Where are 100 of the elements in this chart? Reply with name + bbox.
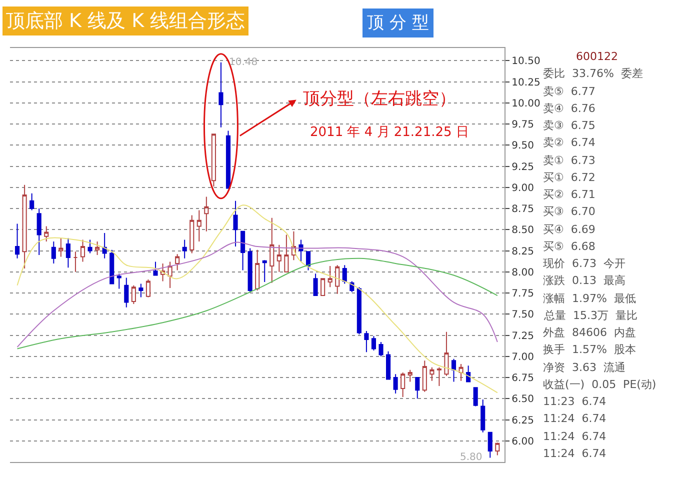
text: 卖① 6.73 [543,154,596,167]
candlestick [218,62,224,128]
annotation: 10.48 [229,57,258,68]
candlestick [116,273,122,290]
text: 11:24 6.74 [543,447,606,460]
annotation: 5.80 [460,452,482,463]
candlestick [66,238,70,268]
candlestick [364,330,369,353]
y-tick-label: 8.75 [512,204,534,216]
text: 买② 6.71 [543,188,596,201]
candlestick [36,208,42,256]
y-tick-label: 10.25 [512,77,540,88]
candlestick [378,342,384,357]
candlestick [451,358,456,382]
candlestick [51,240,56,264]
candlestick [284,234,289,272]
candlestick [168,261,172,288]
candlestick [393,374,398,394]
candlestick [182,239,187,259]
candlestick [14,223,20,259]
y-tick-label: 7.25 [512,330,534,342]
y-tick-label: 7.00 [512,352,534,363]
text: 涨跌 0.13 最高 [543,274,626,287]
candlestick [240,230,246,271]
y-tick-label: 10.50 [512,56,540,68]
text: 净资 3.63 流通 [543,361,626,374]
candlestick [204,196,209,232]
candlestick [110,249,114,284]
candlestick [444,331,449,376]
candlestick [196,210,202,242]
y-tick-label: 8.50 [512,225,534,236]
y-tick-label: 6.00 [512,436,534,448]
candlestick [138,283,144,298]
candlestick [422,360,427,392]
candlestick [88,239,92,254]
candlestick [371,336,376,351]
candlestick [248,248,252,293]
text: 11:24 6.74 [543,430,606,443]
line-series [16,204,498,394]
candlestick [306,251,311,271]
text: 委比 33.76% 委差 [543,67,643,80]
candlestick [415,377,420,400]
text: 卖② 6.74 [543,136,596,149]
y-tick-label: 8.00 [512,267,534,278]
text: 600122 [576,50,618,63]
candlestick [44,226,49,242]
y-tick-label: 6.25 [512,415,534,426]
y-tick-label: 7.50 [512,310,534,321]
candlestick [320,278,326,296]
text: 买③ 6.70 [543,205,596,218]
candlestick [233,200,238,248]
candlestick [400,372,406,398]
y-tick-label: 9.50 [512,140,534,152]
text: 外盘 84606 内盘 [543,326,636,339]
y-tick-label: 9.25 [512,162,534,173]
candlestick [488,432,492,458]
candlestick [495,442,500,456]
y-tick-label: 6.50 [512,394,534,406]
candlestick [175,254,180,271]
y-tick-label: 10.00 [512,98,540,110]
candlestick [211,134,216,188]
candlestick [386,350,391,380]
candlestick [458,363,464,382]
text: 总量 15.3万 量比 [543,309,638,322]
text: 卖⑤ 6.77 [543,85,596,98]
text: 收益(一) 0.05 PE(动) [543,378,656,391]
y-tick-label: 9.75 [512,120,534,131]
text: 买④ 6.69 [543,223,596,236]
y-tick-label: 8.25 [512,246,534,258]
text: 买⑤ 6.68 [543,240,596,253]
candlestick [80,239,86,262]
candlestick [313,273,318,296]
text: 现价 6.73 今开 [543,257,626,270]
candlestick [436,366,442,386]
candlestick [328,265,332,288]
candlestick [58,238,64,258]
candlestick [255,249,260,291]
candlestick [342,264,347,284]
candlestick [153,261,158,276]
text: 卖③ 6.75 [543,119,596,132]
candlestick [473,387,478,407]
chart-title: 顶底部 K 线及 K 线组合形态 [6,10,246,32]
candlestick [226,130,231,189]
candlestick [124,277,129,308]
text: 买① 6.72 [543,171,596,184]
candlestick [190,214,194,254]
text: 卖④ 6.76 [543,102,596,115]
line-series [16,242,498,348]
candlestick [146,279,150,298]
candlestick [356,286,362,335]
candlestick [30,192,34,211]
candlestick [131,284,136,304]
chart-subtitle: 顶 分 型 [367,13,429,33]
text: 换手 1.57% 股本 [543,343,636,356]
text: 11:24 6.74 [543,412,606,425]
candlestick [262,260,267,283]
candlestick [276,244,282,272]
candlestick [102,232,107,259]
candlestick [480,398,486,433]
candlestick [95,240,100,256]
